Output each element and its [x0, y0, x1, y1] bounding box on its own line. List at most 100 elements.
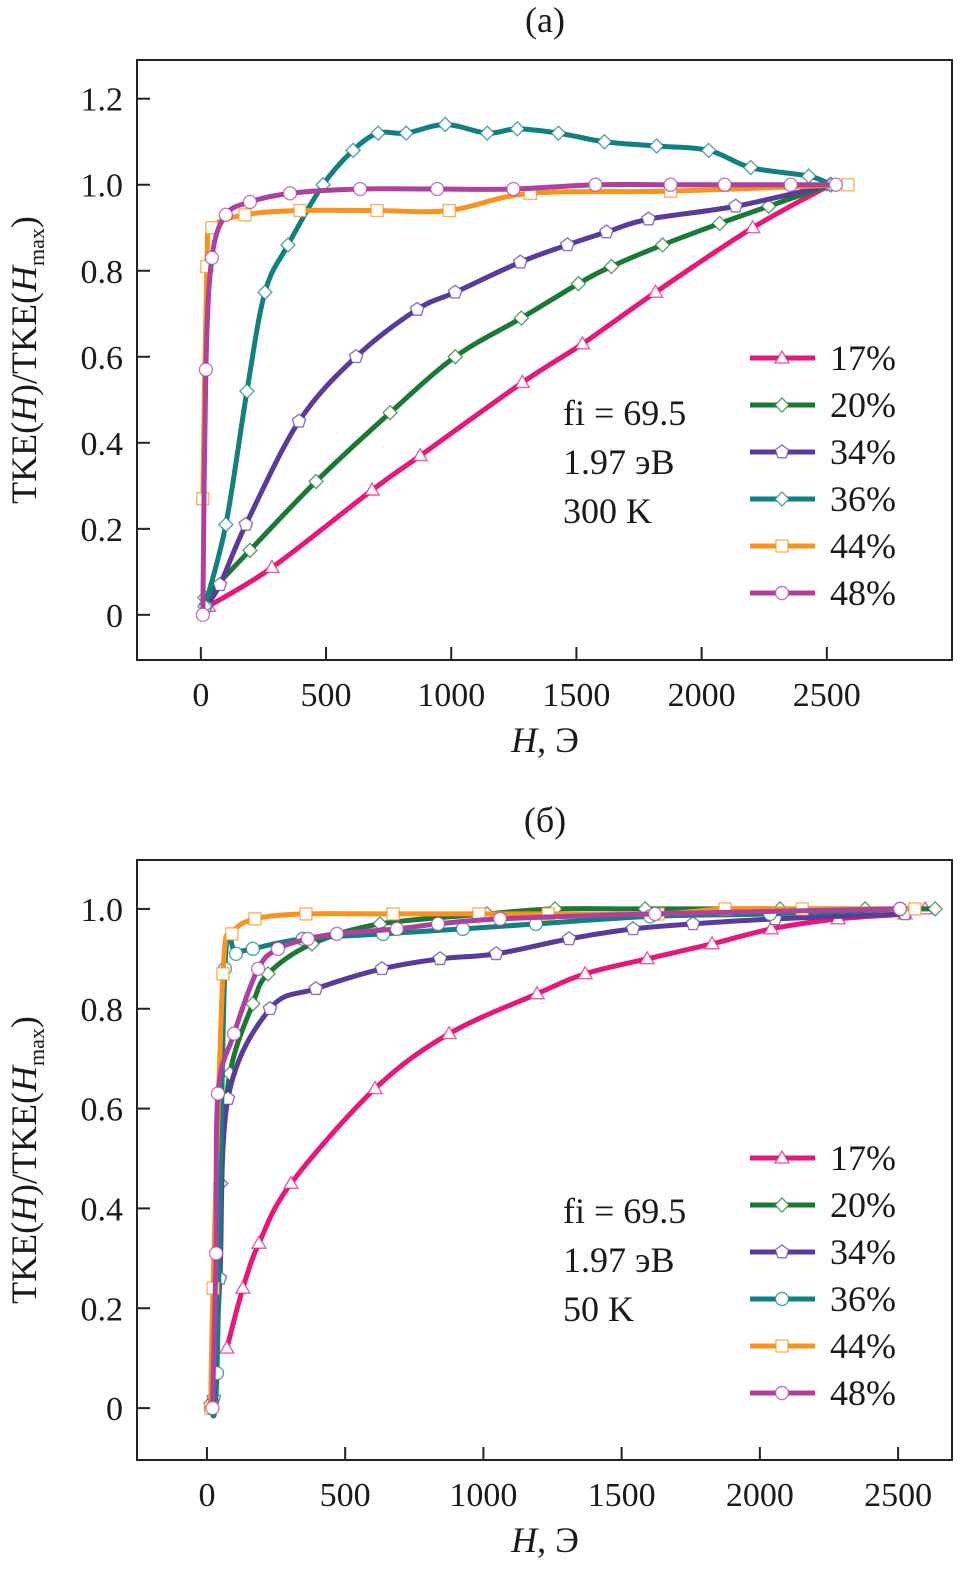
y-label-subscript: max	[24, 1028, 49, 1066]
series-20pct	[196, 176, 839, 606]
marker-circle	[205, 1400, 220, 1416]
y-label-part: H	[4, 1064, 44, 1093]
y-tick-label: 0.4	[81, 1191, 124, 1228]
y-label-part: TKE(	[4, 422, 44, 504]
marker-circle	[588, 177, 603, 192]
marker-pentagon	[598, 224, 614, 239]
marker-diamond	[570, 275, 587, 292]
y-tick-label: 1.2	[81, 82, 124, 119]
marker-circle	[774, 585, 790, 601]
marker-circle	[198, 362, 214, 377]
marker-diamond	[308, 473, 325, 490]
marker-circle	[892, 901, 908, 917]
marker-triangle	[282, 1175, 300, 1190]
legend-item: 20%	[750, 385, 896, 425]
marker-triangle	[647, 283, 664, 298]
marker-diamond	[774, 491, 790, 507]
x-tick-label: 500	[320, 1477, 371, 1514]
legend-item: 48%	[750, 573, 896, 613]
legend-label: 48%	[830, 1373, 896, 1413]
marker-circle	[300, 931, 316, 947]
marker-square	[775, 1339, 789, 1353]
marker-diamond	[244, 995, 261, 1012]
marker-circle	[389, 921, 405, 937]
marker-square	[225, 927, 239, 941]
marker-pentagon	[447, 284, 463, 299]
marker-circle	[282, 186, 298, 201]
marker-pentagon	[238, 516, 254, 531]
marker-square	[238, 208, 252, 222]
series-48pct	[205, 901, 908, 1416]
marker-pentagon	[625, 921, 641, 936]
marker-square	[293, 203, 307, 218]
y-tick-label: 0.2	[81, 512, 124, 549]
marker-triangle	[234, 1279, 252, 1294]
marker-circle	[228, 946, 244, 962]
marker-circle	[647, 906, 663, 922]
legend-item: 34%	[750, 1232, 896, 1272]
marker-square	[775, 539, 789, 553]
marker-pentagon	[559, 237, 575, 252]
marker-triangle	[411, 447, 429, 462]
marker-square	[386, 907, 400, 921]
marker-square	[216, 967, 230, 981]
marker-square	[299, 907, 313, 921]
y-tick-label: 0.8	[81, 992, 124, 1029]
x-tick-label: 0	[198, 1477, 215, 1514]
marker-square	[841, 178, 855, 192]
marker-pentagon	[641, 211, 657, 226]
y-label-part: TKE(	[4, 1222, 44, 1304]
marker-diamond	[774, 1197, 790, 1213]
marker-circle	[245, 941, 261, 957]
marker-diamond	[256, 284, 273, 301]
marker-triangle	[218, 1339, 236, 1354]
plot-frame	[136, 59, 953, 661]
x-tick-label: 1500	[542, 677, 610, 714]
legend-label: 44%	[830, 526, 896, 566]
marker-triangle	[762, 920, 780, 935]
marker-circle	[250, 961, 266, 977]
marker-pentagon	[728, 198, 744, 213]
legend-label: 17%	[830, 1138, 896, 1178]
marker-triangle	[440, 1025, 458, 1040]
marker-pentagon	[561, 931, 577, 946]
marker-triangle	[703, 935, 721, 950]
series-line	[200, 181, 839, 618]
series-17pct	[200, 176, 840, 612]
annotation-text: fi = 69.5	[563, 1191, 686, 1231]
marker-circle	[717, 177, 732, 192]
marker-diamond	[479, 125, 496, 142]
marker-diamond	[711, 215, 728, 232]
marker-circle	[455, 921, 471, 937]
legend-label: 36%	[830, 479, 896, 519]
legend-label: 20%	[830, 1185, 896, 1225]
x-tick-label: 2000	[668, 677, 736, 714]
y-tick-label: 0	[106, 1391, 123, 1428]
marker-triangle	[363, 481, 381, 496]
marker-pentagon	[774, 444, 790, 459]
legend-label: 17%	[830, 338, 896, 378]
marker-circle	[663, 177, 678, 192]
marker-circle	[226, 1026, 242, 1041]
legend-label: 34%	[830, 432, 896, 472]
marker-diamond	[345, 142, 362, 159]
marker-square	[908, 902, 922, 916]
marker-circle	[218, 207, 234, 223]
marker-diamond	[603, 258, 620, 275]
x-tick-label: 1000	[417, 677, 485, 714]
y-label-part: )	[4, 1016, 44, 1028]
marker-diamond	[800, 168, 817, 185]
marker-triangle	[773, 1149, 791, 1164]
marker-diamond	[217, 516, 234, 533]
y-label-part: H	[4, 1194, 44, 1223]
marker-pentagon	[374, 960, 390, 976]
series-48pct	[195, 177, 844, 623]
marker-triangle	[638, 950, 656, 965]
marker-circle	[242, 194, 258, 210]
marker-pentagon	[685, 916, 701, 931]
marker-diamond	[370, 125, 387, 142]
marker-pentagon	[512, 254, 528, 269]
marker-diamond	[596, 133, 613, 150]
marker-triangle	[263, 559, 281, 574]
marker-triangle	[250, 1234, 268, 1249]
